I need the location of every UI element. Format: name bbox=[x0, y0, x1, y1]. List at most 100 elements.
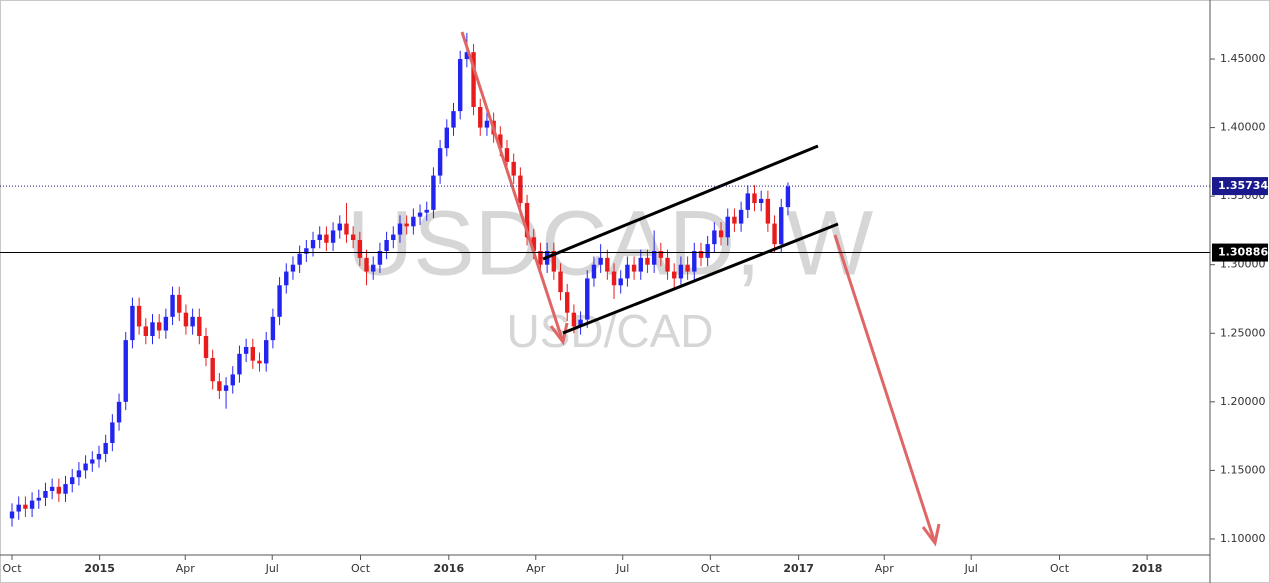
candle-body bbox=[364, 257, 369, 272]
candle-body bbox=[471, 52, 476, 108]
candle-body bbox=[243, 346, 249, 354]
candle-body bbox=[116, 401, 122, 423]
candle-body bbox=[451, 111, 456, 128]
price-label: 1.30886 bbox=[1218, 246, 1268, 259]
candle-body bbox=[183, 312, 189, 327]
x-tick-label: 2017 bbox=[783, 562, 814, 575]
candle-body bbox=[96, 453, 102, 460]
candle-body bbox=[752, 193, 757, 204]
arrow-head bbox=[549, 322, 569, 346]
candle-body bbox=[498, 134, 503, 149]
channel-line bbox=[562, 222, 839, 335]
x-tick-label: Apr bbox=[875, 562, 895, 575]
candle-body bbox=[397, 223, 403, 235]
x-tick-label: Apr bbox=[526, 562, 546, 575]
candle-body bbox=[317, 234, 322, 241]
candle-body bbox=[564, 292, 570, 313]
candle-body bbox=[758, 198, 764, 204]
y-tick-label: 1.25000 bbox=[1220, 326, 1266, 339]
candle-body bbox=[718, 230, 724, 238]
trend-arrow bbox=[460, 31, 565, 343]
candle-body bbox=[578, 319, 583, 327]
candle-body bbox=[779, 207, 784, 245]
candle-body bbox=[738, 209, 744, 224]
candle-body bbox=[23, 504, 28, 509]
candle-body bbox=[638, 257, 643, 272]
x-tick-label: Oct bbox=[701, 562, 721, 575]
candle-body bbox=[371, 264, 376, 272]
candle-body bbox=[631, 264, 637, 272]
candle-body bbox=[518, 175, 523, 204]
candle-body bbox=[163, 316, 169, 331]
candle-body bbox=[772, 223, 777, 245]
candle-body bbox=[83, 463, 88, 471]
candle-body bbox=[230, 374, 235, 386]
candle-body bbox=[478, 107, 483, 128]
candle-body bbox=[277, 285, 282, 317]
candle-body bbox=[297, 253, 302, 265]
candle-body bbox=[705, 244, 710, 258]
candle-body bbox=[551, 250, 557, 272]
candle-body bbox=[571, 312, 577, 327]
candle-body bbox=[203, 336, 209, 358]
watermark: USDCAD, W bbox=[347, 192, 874, 294]
candle-body bbox=[678, 264, 684, 279]
candle-body bbox=[29, 500, 35, 509]
x-tick-label: 2015 bbox=[84, 562, 115, 575]
x-tick-label: 2016 bbox=[433, 562, 464, 575]
candle-body bbox=[437, 148, 443, 176]
candle-body bbox=[484, 120, 490, 128]
x-tick-label: Oct bbox=[1050, 562, 1070, 575]
candle-body bbox=[464, 52, 470, 60]
candle-body bbox=[377, 250, 383, 265]
candle-body bbox=[538, 250, 543, 265]
candle-body bbox=[692, 250, 697, 272]
candle-body bbox=[504, 148, 510, 162]
x-tick-label: Jul bbox=[265, 562, 279, 575]
candle-body bbox=[651, 250, 657, 265]
candle-body bbox=[384, 240, 389, 251]
candle-body bbox=[197, 316, 202, 337]
candle-body bbox=[785, 186, 791, 208]
candle-body bbox=[70, 477, 75, 485]
y-tick-label: 1.15000 bbox=[1220, 463, 1266, 476]
candle-body bbox=[250, 346, 256, 361]
candle-body bbox=[63, 484, 68, 494]
candle-body bbox=[357, 240, 363, 258]
candle-body bbox=[457, 59, 463, 112]
candle-body bbox=[725, 216, 730, 238]
candle-body bbox=[103, 442, 108, 454]
y-tick-label: 1.10000 bbox=[1220, 532, 1266, 545]
y-tick-label: 1.45000 bbox=[1220, 52, 1266, 65]
candle-body bbox=[330, 230, 336, 243]
candle-body bbox=[745, 193, 750, 210]
y-tick-label: 1.40000 bbox=[1220, 121, 1266, 134]
candle-body bbox=[56, 486, 62, 494]
x-tick-label: Oct bbox=[3, 562, 23, 575]
candle-body bbox=[417, 212, 423, 217]
arrow-head bbox=[921, 523, 941, 547]
candle-body bbox=[49, 486, 55, 491]
candle-body bbox=[257, 360, 262, 364]
price-label-box bbox=[1212, 243, 1268, 262]
candle-body bbox=[765, 198, 771, 224]
x-tick-label: 2018 bbox=[1132, 562, 1163, 575]
candle-body bbox=[210, 357, 215, 382]
candle-body bbox=[444, 127, 449, 149]
price-label-box bbox=[1212, 177, 1268, 196]
candle-body bbox=[136, 305, 142, 327]
candle-body bbox=[16, 504, 21, 512]
candle-body bbox=[9, 511, 15, 519]
candle-body bbox=[304, 248, 309, 254]
candle-body bbox=[76, 470, 82, 478]
candle-body bbox=[611, 271, 617, 286]
x-tick-label: Jul bbox=[964, 562, 978, 575]
candle-body bbox=[130, 305, 135, 341]
candle-body bbox=[123, 340, 128, 402]
candle-body bbox=[217, 381, 222, 391]
candle-body bbox=[558, 271, 563, 293]
candle-body bbox=[177, 294, 182, 313]
candle-body bbox=[36, 497, 41, 501]
